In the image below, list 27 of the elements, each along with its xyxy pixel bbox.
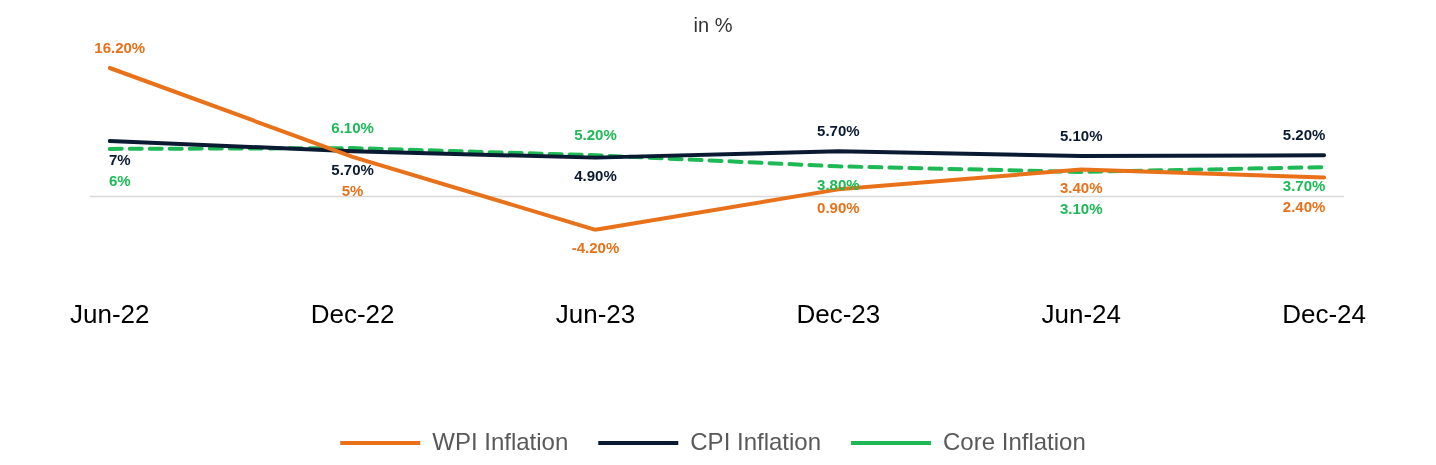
data-label: 4.90% bbox=[574, 167, 617, 185]
data-label: 7% bbox=[108, 150, 131, 168]
x-tick-label: Jun-24 bbox=[1041, 298, 1121, 329]
data-label: 2.40% bbox=[1282, 197, 1326, 215]
data-label: 5.70% bbox=[817, 121, 860, 139]
x-tick-label: Dec-24 bbox=[1282, 298, 1367, 329]
data-label: 5.10% bbox=[1059, 126, 1103, 144]
x-tick-label: Jun-23 bbox=[555, 298, 636, 329]
data-label: 5.20% bbox=[1282, 125, 1326, 143]
data-label: 5.20% bbox=[574, 125, 617, 143]
data-label: 3.10% bbox=[1059, 200, 1103, 218]
x-tick-label: Dec-23 bbox=[796, 298, 881, 329]
x-tick-label: Jun-22 bbox=[70, 298, 150, 329]
data-label: 3.70% bbox=[1282, 176, 1326, 194]
data-label: 6% bbox=[108, 171, 131, 189]
data-label: 0.90% bbox=[817, 198, 860, 216]
legend-label: Core Inflation bbox=[943, 427, 1086, 455]
data-label: 16.20% bbox=[94, 38, 146, 56]
data-label: -4.20% bbox=[571, 239, 620, 257]
data-label: 5.70% bbox=[331, 160, 374, 178]
legend-label: CPI Inflation bbox=[690, 427, 822, 455]
data-label: 6.10% bbox=[331, 118, 374, 136]
data-label: 3.40% bbox=[1059, 179, 1103, 197]
x-tick-label: Dec-22 bbox=[310, 298, 395, 329]
legend-label: WPI Inflation bbox=[432, 427, 569, 455]
chart-title: in % bbox=[693, 13, 733, 36]
data-label: 5% bbox=[341, 181, 364, 199]
